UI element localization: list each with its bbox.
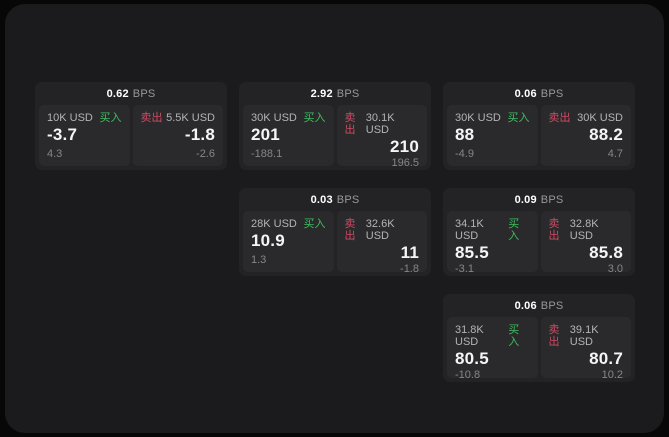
bps-value: 0.62 xyxy=(106,87,129,100)
bps-header: 0.09 BPS xyxy=(443,188,635,211)
sell-sub-value: 10.2 xyxy=(601,369,623,381)
buy-badge: 买入 xyxy=(303,112,326,124)
sell-panel[interactable]: 卖出 30.1K USD 210 196.5 xyxy=(336,105,427,169)
buy-sub-value: -10.8 xyxy=(455,369,481,381)
sell-badge: 卖出 xyxy=(344,112,356,136)
bps-suffix-label: BPS xyxy=(540,193,564,206)
bps-value: 0.09 xyxy=(514,193,537,206)
sell-amount: 32.6K USD xyxy=(365,218,395,242)
buy-price: 10.9 xyxy=(251,231,285,250)
sell-sub-value: 4.7 xyxy=(607,148,623,160)
buy-sub-value: 1.3 xyxy=(251,254,267,266)
bps-header: 0.03 BPS xyxy=(239,188,431,211)
sell-panel[interactable]: 卖出 32.8K USD 85.8 3.0 xyxy=(540,211,631,275)
bps-header: 0.06 BPS xyxy=(443,294,635,317)
sell-badge: 卖出 xyxy=(344,218,356,242)
sell-badge: 卖出 xyxy=(548,218,560,242)
quote-card: 0.06 BPS 30K USD 买入 88 -4.9 卖出 30K USD 8… xyxy=(443,82,635,170)
bps-suffix-label: BPS xyxy=(336,193,360,206)
buy-sub-value: 4.3 xyxy=(47,148,63,160)
buy-panel[interactable]: 30K USD 买入 201 -188.1 xyxy=(243,105,334,166)
sell-amount: 5.5K USD xyxy=(166,112,215,124)
buy-badge: 买入 xyxy=(507,112,530,124)
buy-price: -3.7 xyxy=(47,125,78,144)
sell-panel[interactable]: 卖出 30K USD 88.2 4.7 xyxy=(540,105,631,166)
buy-badge: 买入 xyxy=(99,112,122,124)
buy-amount: 30K USD xyxy=(251,112,297,124)
sell-sub-value: 3.0 xyxy=(607,263,623,275)
buy-badge: 买入 xyxy=(508,324,520,348)
quote-card: 0.62 BPS 10K USD 买入 -3.7 4.3 卖出 5.5K USD… xyxy=(35,82,227,170)
sell-sub-value: 196.5 xyxy=(391,157,419,169)
buy-price: 88 xyxy=(455,125,475,144)
bps-suffix-label: BPS xyxy=(336,87,360,100)
sell-amount: 39.1K USD xyxy=(569,324,599,348)
sell-panel[interactable]: 卖出 32.6K USD 11 -1.8 xyxy=(336,211,427,275)
bps-suffix-label: BPS xyxy=(540,87,564,100)
quote-card: 0.09 BPS 34.1K USD 买入 85.5 -3.1 卖出 32.8K… xyxy=(443,188,635,276)
buy-price: 80.5 xyxy=(455,349,489,368)
sell-price: 88.2 xyxy=(589,125,623,144)
sell-badge: 卖出 xyxy=(548,112,571,124)
bps-header: 0.06 BPS xyxy=(443,82,635,105)
buy-sub-value: -188.1 xyxy=(251,148,283,160)
buy-panel[interactable]: 28K USD 买入 10.9 1.3 xyxy=(243,211,334,272)
sell-badge: 卖出 xyxy=(548,324,560,348)
sell-price: 85.8 xyxy=(589,243,623,262)
buy-sub-value: -4.9 xyxy=(455,148,474,160)
buy-price: 201 xyxy=(251,125,280,144)
sell-price: 210 xyxy=(390,137,419,156)
buy-amount: 28K USD xyxy=(251,218,297,230)
buy-panel[interactable]: 10K USD 买入 -3.7 4.3 xyxy=(39,105,130,166)
sell-panel[interactable]: 卖出 5.5K USD -1.8 -2.6 xyxy=(132,105,223,166)
sell-amount: 30K USD xyxy=(577,112,623,124)
buy-panel[interactable]: 34.1K USD 买入 85.5 -3.1 xyxy=(447,211,538,275)
buy-amount: 34.1K USD xyxy=(455,218,484,242)
buy-sub-value: -3.1 xyxy=(455,263,474,275)
buy-panel[interactable]: 30K USD 买入 88 -4.9 xyxy=(447,105,538,166)
bps-value: 0.06 xyxy=(514,299,537,312)
sell-amount: 32.8K USD xyxy=(569,218,599,242)
buy-badge: 买入 xyxy=(508,218,520,242)
sell-amount: 30.1K USD xyxy=(365,112,395,136)
buy-amount: 10K USD xyxy=(47,112,93,124)
bps-header: 2.92 BPS xyxy=(239,82,431,105)
buy-badge: 买入 xyxy=(303,218,326,230)
sell-price: -1.8 xyxy=(184,125,215,144)
sell-price: 11 xyxy=(400,243,419,262)
bps-header: 0.62 BPS xyxy=(35,82,227,105)
bps-suffix-label: BPS xyxy=(132,87,156,100)
buy-panel[interactable]: 31.8K USD 买入 80.5 -10.8 xyxy=(447,317,538,381)
sell-badge: 卖出 xyxy=(140,112,163,124)
quote-card: 2.92 BPS 30K USD 买入 201 -188.1 卖出 30.1K … xyxy=(239,82,431,170)
sell-panel[interactable]: 卖出 39.1K USD 80.7 10.2 xyxy=(540,317,631,381)
quote-card: 0.06 BPS 31.8K USD 买入 80.5 -10.8 卖出 39.1… xyxy=(443,294,635,382)
sell-sub-value: -2.6 xyxy=(196,148,215,160)
bps-value: 2.92 xyxy=(310,87,333,100)
sell-sub-value: -1.8 xyxy=(400,263,419,275)
bps-value: 0.03 xyxy=(310,193,333,206)
bps-value: 0.06 xyxy=(514,87,537,100)
buy-price: 85.5 xyxy=(455,243,489,262)
sell-price: 80.7 xyxy=(589,349,623,368)
buy-amount: 31.8K USD xyxy=(455,324,484,348)
bps-suffix-label: BPS xyxy=(540,299,564,312)
buy-amount: 30K USD xyxy=(455,112,501,124)
quote-card: 0.03 BPS 28K USD 买入 10.9 1.3 卖出 32.6K US… xyxy=(239,188,431,276)
